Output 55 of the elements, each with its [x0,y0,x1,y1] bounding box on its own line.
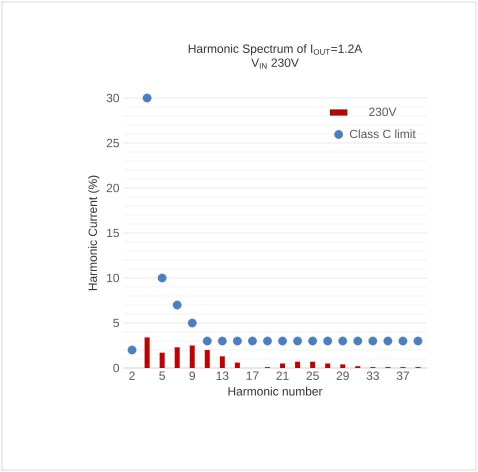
legend-label: 230V [369,108,396,116]
x-tick-label: 33 [366,372,379,380]
x-tick-label: 21 [276,372,289,380]
y-tick-label: 10 [107,274,120,282]
x-tick-label: 13 [216,372,228,380]
bar [190,346,195,368]
x-tick-label: 2 [129,372,135,380]
point [398,336,408,346]
point [172,300,182,310]
point [338,336,348,346]
point [263,336,272,346]
bar [204,350,210,368]
point [293,336,302,346]
x-axis-title: Harmonic number [228,386,322,396]
bar [220,356,225,368]
y-tick-label: 25 [106,138,119,148]
y-tick-label: 5 [113,318,119,328]
y-axis-title: Harmonic Current (%) [88,176,100,290]
bar [310,362,316,368]
bar [234,362,240,368]
point [414,336,422,346]
point [128,346,136,354]
point [218,336,227,346]
point [323,336,332,346]
bar [174,347,180,368]
bar [295,362,300,368]
bar [280,364,286,368]
x-tick-label: 17 [246,372,258,380]
x-tick-label: 5 [159,372,165,380]
point [142,94,152,102]
point [248,336,257,346]
chart-subtitle: V$_{IN}$ 230V [251,58,299,69]
point [202,336,212,346]
x-tick-label: 9 [189,372,195,380]
point [368,336,378,346]
bar [144,337,150,368]
point [278,336,287,346]
x-tick-label: 29 [336,372,349,380]
y-tick-label: 0 [113,364,120,372]
y-tick-label: 15 [107,228,119,238]
point [383,336,392,346]
bar [160,352,165,368]
x-tick-label: 25 [306,372,319,380]
point [158,274,167,282]
point [188,318,197,328]
x-tick-label: 37 [396,372,409,380]
point [232,336,242,346]
chart-title: Harmonic Spectrum of I$_{OUT}$=1.2A [188,44,362,56]
point [308,336,318,346]
bar [340,364,346,368]
legend-label: Class C limit [350,129,416,138]
y-tick-label: 30 [106,94,120,102]
bar [325,364,330,368]
point [353,336,362,346]
y-tick-label: 20 [106,184,120,192]
